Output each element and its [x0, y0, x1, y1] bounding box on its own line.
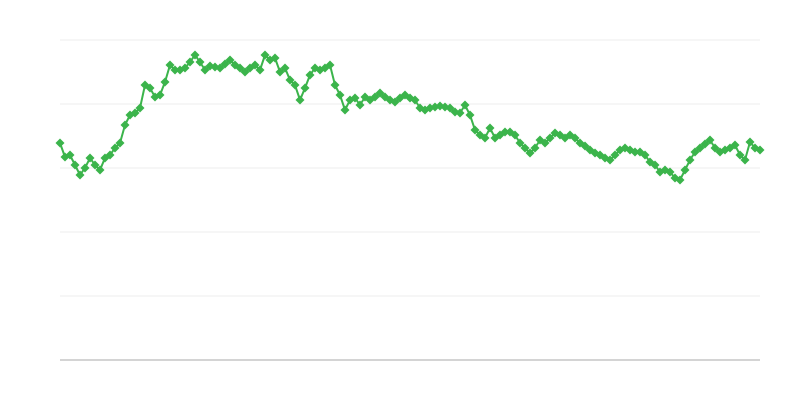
data-point	[90, 160, 100, 170]
data-point	[640, 150, 650, 160]
data-point	[120, 120, 130, 130]
data-point	[525, 148, 535, 158]
data-point	[70, 160, 80, 170]
data-point	[510, 130, 520, 140]
data-point	[145, 83, 155, 93]
data-point	[260, 50, 270, 60]
data-point	[330, 80, 340, 90]
data-point	[255, 65, 265, 75]
data-point	[135, 103, 145, 113]
data-point	[290, 80, 300, 90]
data-point	[155, 90, 165, 100]
data-point	[515, 138, 525, 148]
data-point	[680, 165, 690, 175]
data-point	[170, 65, 180, 75]
data-point	[610, 150, 620, 160]
data-point	[105, 150, 115, 160]
data-point	[340, 105, 350, 115]
data-point	[95, 165, 105, 175]
data-point	[740, 155, 750, 165]
data-point	[470, 125, 480, 135]
data-point	[675, 175, 685, 185]
data-point	[705, 135, 715, 145]
data-point	[180, 63, 190, 73]
data-point	[730, 140, 740, 150]
series-markers	[55, 50, 765, 185]
data-point	[190, 50, 200, 60]
data-point	[305, 70, 315, 80]
data-point	[325, 60, 335, 70]
data-point	[685, 155, 695, 165]
data-point	[355, 100, 365, 110]
data-point	[225, 55, 235, 65]
data-point	[270, 53, 280, 63]
data-point	[335, 90, 345, 100]
data-point	[605, 155, 615, 165]
data-point	[530, 143, 540, 153]
data-point	[455, 108, 465, 118]
data-point	[285, 75, 295, 85]
data-point	[85, 153, 95, 163]
data-point	[80, 163, 90, 173]
data-point	[165, 60, 175, 70]
data-point	[520, 143, 530, 153]
data-point	[545, 133, 555, 143]
data-point	[540, 138, 550, 148]
data-point	[735, 150, 745, 160]
data-point	[75, 170, 85, 180]
data-point	[55, 138, 65, 148]
data-point	[300, 83, 310, 93]
data-point	[410, 95, 420, 105]
data-point	[745, 137, 755, 147]
data-point	[65, 150, 75, 160]
data-point	[755, 145, 765, 155]
data-point	[280, 63, 290, 73]
data-point	[650, 160, 660, 170]
data-point	[480, 133, 490, 143]
data-point	[250, 60, 260, 70]
data-point	[195, 57, 205, 67]
data-point	[160, 77, 170, 87]
data-point	[295, 95, 305, 105]
data-point	[460, 100, 470, 110]
gridlines	[60, 39, 760, 297]
data-point	[570, 133, 580, 143]
data-point	[665, 167, 675, 177]
data-point	[485, 123, 495, 133]
data-point	[115, 138, 125, 148]
data-point	[350, 93, 360, 103]
data-point	[465, 110, 475, 120]
data-point	[630, 147, 640, 157]
data-point	[500, 127, 510, 137]
data-point	[185, 57, 195, 67]
data-point	[130, 108, 140, 118]
data-point	[110, 143, 120, 153]
